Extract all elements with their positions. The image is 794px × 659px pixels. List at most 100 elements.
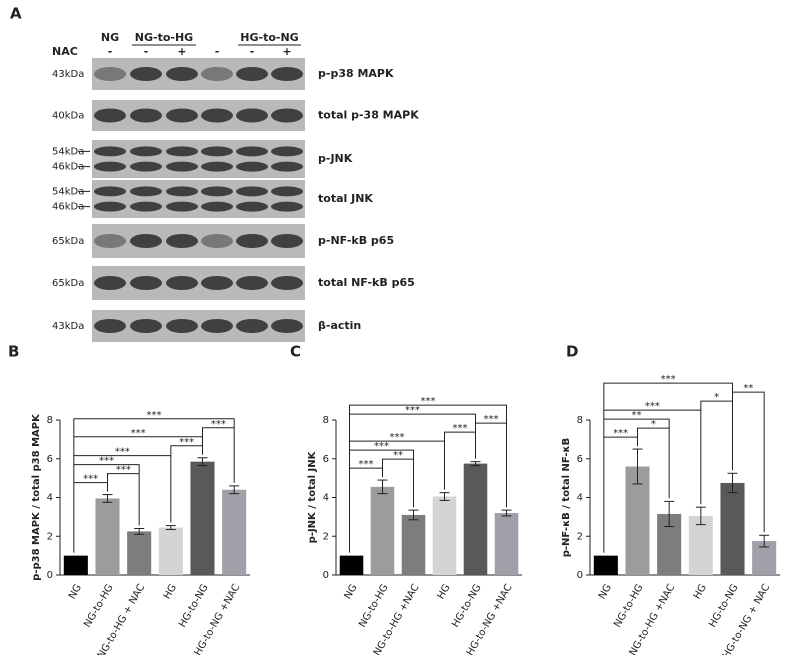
y-tick-label: 4 — [323, 493, 329, 504]
significance-bracket — [107, 473, 140, 526]
blot-label: β-actin — [318, 319, 361, 332]
error-bar — [759, 534, 770, 548]
kda-marker: 40kDa — [52, 111, 84, 122]
bar — [222, 489, 247, 575]
bar — [720, 482, 745, 575]
blot-label: p-JNK — [318, 152, 353, 165]
band — [94, 319, 126, 333]
x-tick-label: NG — [597, 583, 614, 602]
bar — [494, 513, 519, 575]
band — [271, 161, 303, 172]
band — [271, 146, 303, 157]
bar — [190, 461, 215, 575]
significance-label: *** — [115, 447, 130, 458]
bar — [688, 515, 713, 575]
panel-label: D — [566, 343, 578, 361]
y-tick-label: 0 — [323, 570, 329, 581]
significance-bracket — [73, 455, 172, 523]
significance-bracket — [73, 418, 235, 437]
significance-label: ** — [632, 410, 642, 421]
bar — [63, 555, 88, 575]
error-bar — [439, 492, 450, 501]
bar — [432, 496, 457, 575]
blot-box — [92, 266, 305, 300]
band — [166, 161, 198, 172]
band — [271, 67, 303, 81]
significance-bracket — [475, 422, 507, 508]
significance-bracket — [349, 467, 383, 553]
significance-label: *** — [147, 410, 162, 421]
significance-label: ** — [393, 450, 403, 461]
band — [271, 234, 303, 248]
significance-bracket — [170, 445, 203, 456]
significance-label: *** — [131, 428, 146, 439]
y-tick-label: 2 — [577, 531, 583, 542]
band — [236, 161, 268, 172]
band — [236, 186, 268, 197]
blot-box — [92, 58, 305, 90]
band — [271, 276, 303, 290]
significance-bracket — [73, 482, 108, 553]
panel-label: C — [290, 343, 301, 361]
significance-bracket — [349, 440, 445, 490]
x-tick-label: NG-to-HG — [612, 583, 646, 630]
band — [271, 108, 303, 123]
error-bar — [165, 525, 176, 530]
significance-label: * — [714, 392, 719, 403]
significance-label: * — [651, 419, 656, 430]
blot-box — [92, 180, 305, 218]
kda-marker: 46kDa — [52, 162, 84, 173]
y-tick-label: 6 — [323, 454, 329, 465]
error-bar — [632, 448, 643, 485]
band — [94, 276, 126, 290]
significance-label: *** — [453, 423, 468, 434]
band — [130, 276, 162, 290]
sign: - — [144, 45, 149, 58]
band — [130, 319, 162, 333]
bar — [127, 531, 152, 575]
band — [94, 146, 126, 157]
error-bar — [197, 457, 208, 467]
band — [130, 67, 162, 81]
band — [201, 108, 233, 123]
band — [271, 319, 303, 333]
significance-label: *** — [661, 374, 676, 385]
significance-label: *** — [613, 428, 628, 439]
band — [166, 276, 198, 290]
band — [130, 234, 162, 248]
band — [130, 146, 162, 157]
band — [166, 146, 198, 157]
group-label: NG — [101, 31, 119, 44]
y-tick-label: 0 — [577, 570, 583, 581]
significance-bracket — [603, 436, 638, 553]
band — [236, 234, 268, 248]
kda-marker: 43kDa — [52, 321, 84, 332]
error-bar — [229, 485, 240, 495]
band — [166, 319, 198, 333]
significance-bracket — [444, 431, 476, 459]
x-tick-label: HG-to-NG — [177, 583, 211, 630]
error-bar — [470, 461, 481, 467]
significance-bracket — [73, 464, 140, 483]
band — [130, 108, 162, 123]
significance-label: *** — [645, 401, 660, 412]
group-label: NG-to-HG — [135, 31, 193, 44]
significance-label: *** — [359, 459, 374, 470]
y-tick-label: 6 — [577, 454, 583, 465]
kda-marker: 46kDa — [52, 202, 84, 213]
bar — [463, 463, 488, 575]
y-tick-label: 0 — [47, 570, 53, 581]
band — [201, 201, 233, 212]
significance-label: *** — [211, 419, 226, 430]
significance-bracket — [349, 449, 414, 469]
x-tick-label: HG — [162, 583, 179, 602]
error-bar — [408, 509, 419, 521]
x-tick-label: NG — [67, 583, 84, 602]
band — [94, 67, 126, 81]
significance-label: *** — [116, 465, 131, 476]
band — [201, 319, 233, 333]
significance-label: *** — [390, 432, 405, 443]
band — [94, 186, 126, 197]
y-tick-label: 4 — [577, 493, 583, 504]
bar — [593, 555, 618, 575]
